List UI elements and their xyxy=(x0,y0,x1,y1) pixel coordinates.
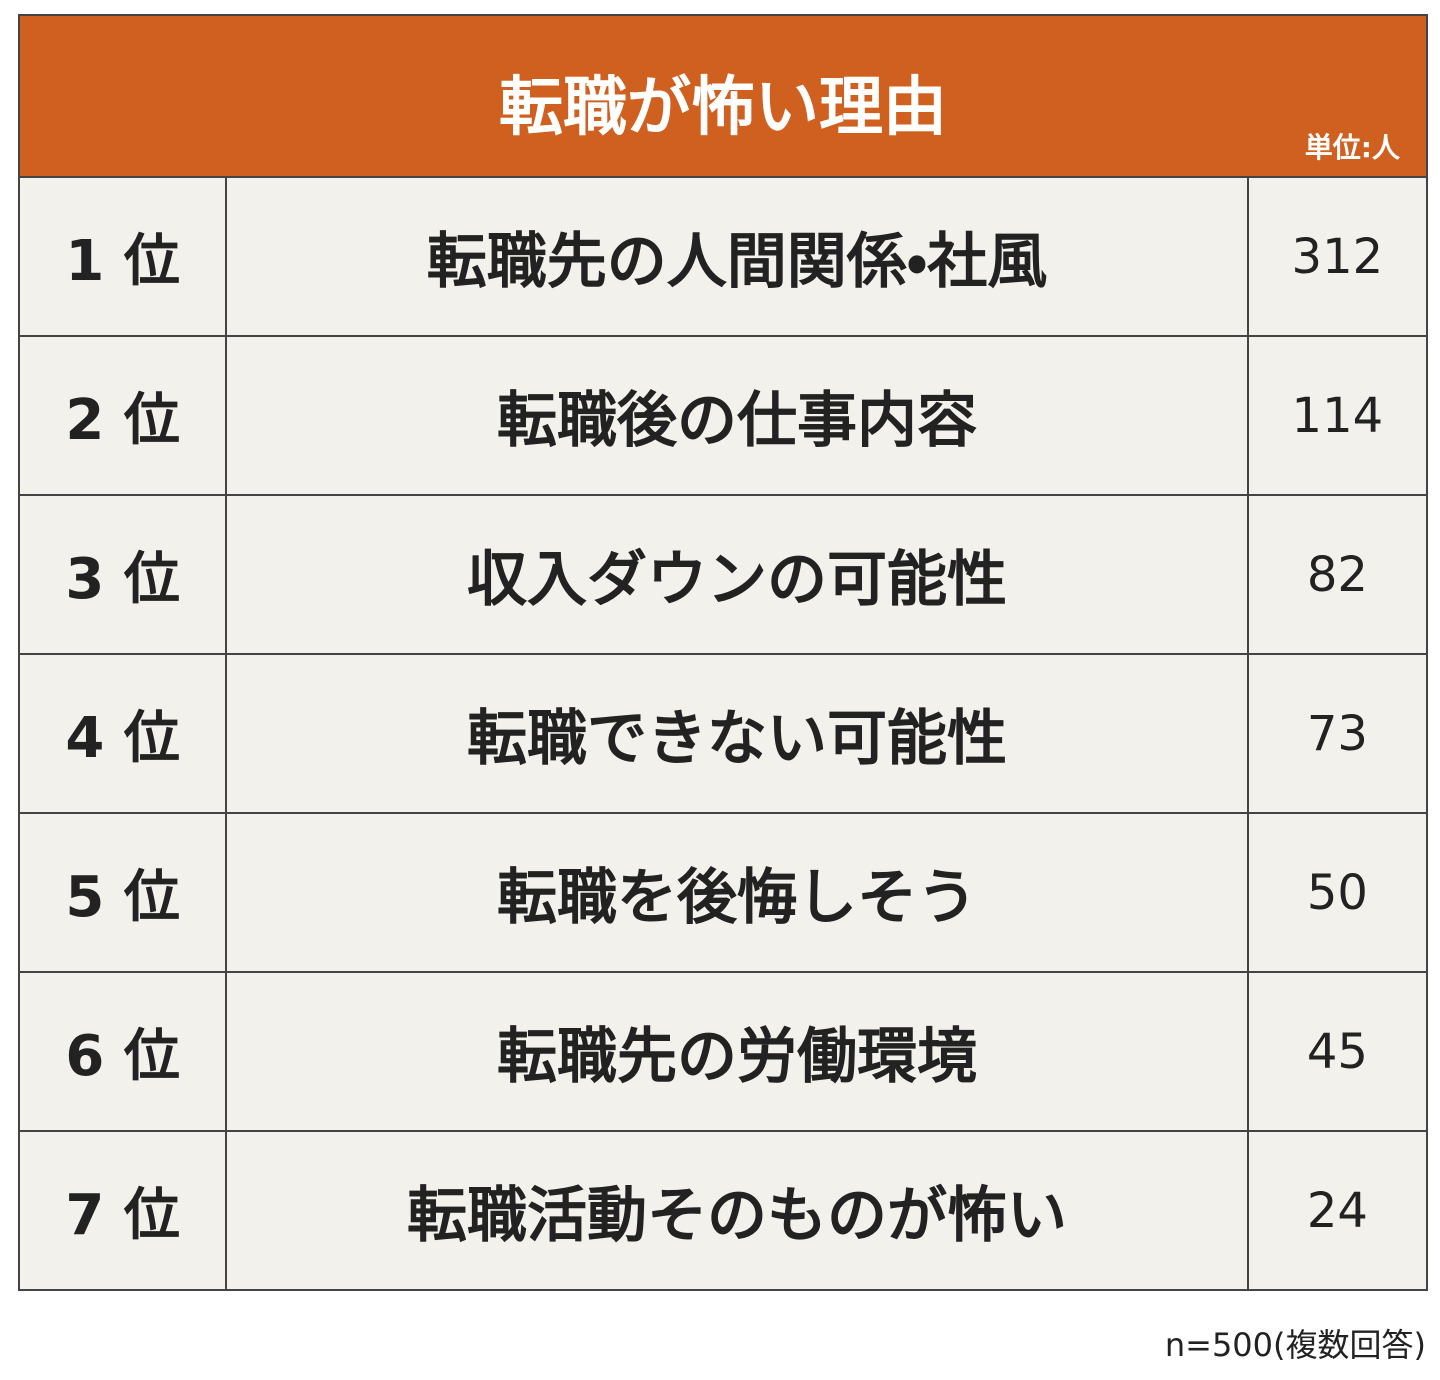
table-row: 2 位転職後の仕事内容 114 xyxy=(17,335,1429,496)
unit-label: 単位:人 xyxy=(1304,131,1400,164)
reason-cell: 転職先の人間関係・社風 xyxy=(225,176,1249,337)
rank-cell: 5 位 xyxy=(17,812,228,973)
rank-cell: 4 位 xyxy=(17,653,228,814)
table-row: 5 位転職を後悔しそう 50 xyxy=(17,812,1429,973)
count-cell: 50 xyxy=(1246,812,1429,973)
table-row: 7 位転職活動そのものが怖い 24 xyxy=(17,1130,1429,1291)
table-row: 1 位転職先の人間関係・社風 312 xyxy=(17,176,1429,337)
ranking-table: 1 位転職先の人間関係・社風 312 2 位転職後の仕事内容 114 3 位収入ダウンの… xyxy=(17,176,1429,1291)
rank-cell: 7 位 xyxy=(17,1130,228,1291)
count-cell: 82 xyxy=(1246,494,1429,655)
count-cell: 114 xyxy=(1246,335,1429,496)
table-row: 4 位転職できない可能性 73 xyxy=(17,653,1429,814)
header: 転職が怖い理由 単位:人 xyxy=(18,14,1428,176)
reason-cell: 転職活動そのものが怖い xyxy=(225,1130,1249,1291)
reason-cell: 転職後の仕事内容 xyxy=(225,335,1249,496)
rank-cell: 6 位 xyxy=(17,971,228,1132)
rank-cell: 1 位 xyxy=(17,176,228,337)
ranking-card: 転職が怖い理由 単位:人 1 位転職先の人間関係・社風 312 2 位転職後の仕事内… xyxy=(17,14,1429,1291)
count-cell: 24 xyxy=(1246,1130,1429,1291)
reason-cell: 転職を後悔しそう xyxy=(225,812,1249,973)
table-row: 3 位収入ダウンの可能性 82 xyxy=(17,494,1429,655)
rank-cell: 3 位 xyxy=(17,494,228,655)
reason-cell: 転職できない可能性 xyxy=(225,653,1249,814)
table-body: 1 位転職先の人間関係・社風 312 2 位転職後の仕事内容 114 3 位収入ダウンの… xyxy=(17,176,1429,1291)
rank-cell: 2 位 xyxy=(17,335,228,496)
footer-note: n=500(複数回答) xyxy=(1164,1326,1426,1364)
title: 転職が怖い理由 xyxy=(499,71,947,145)
table-row: 6 位転職先の労働環境 45 xyxy=(17,971,1429,1132)
count-cell: 45 xyxy=(1246,971,1429,1132)
reason-cell: 転職先の労働環境 xyxy=(225,971,1249,1132)
count-cell: 312 xyxy=(1246,176,1429,337)
reason-cell: 収入ダウンの可能性 xyxy=(225,494,1249,655)
count-cell: 73 xyxy=(1246,653,1429,814)
